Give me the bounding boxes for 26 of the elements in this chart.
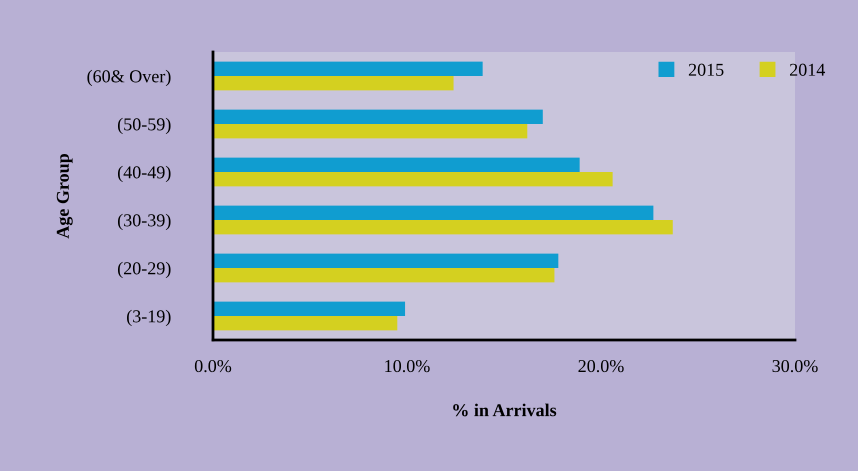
bar <box>213 172 613 186</box>
legend-label: 2014 <box>790 64 826 76</box>
bar <box>213 268 554 282</box>
x-tick-label: 20.0% <box>578 360 624 372</box>
y-tick-label: (50-59) <box>118 118 171 134</box>
bar <box>213 110 543 124</box>
bar <box>213 220 673 234</box>
bar <box>213 124 528 138</box>
bar <box>213 302 406 316</box>
y-tick-label: (60& Over) <box>87 70 171 86</box>
y-tick-label: (20-29) <box>118 262 171 278</box>
legend-label: 2015 <box>688 64 724 76</box>
x-tick-label: 10.0% <box>385 360 430 372</box>
bar <box>213 316 398 330</box>
y-tick-label: (40-49) <box>118 166 171 182</box>
x-tick-label: 30.0% <box>772 360 818 372</box>
bar <box>213 254 558 268</box>
y-tick-label: (30-39) <box>118 214 171 230</box>
y-tick-label: (3-19) <box>127 310 171 326</box>
y-axis-title: Age Group <box>56 154 73 239</box>
bar <box>213 76 454 90</box>
x-axis-title: % in Arrivals <box>453 404 556 416</box>
x-tick-label: 0.0% <box>194 360 232 372</box>
bar <box>213 62 483 76</box>
bar <box>213 206 654 220</box>
bar <box>213 158 580 172</box>
